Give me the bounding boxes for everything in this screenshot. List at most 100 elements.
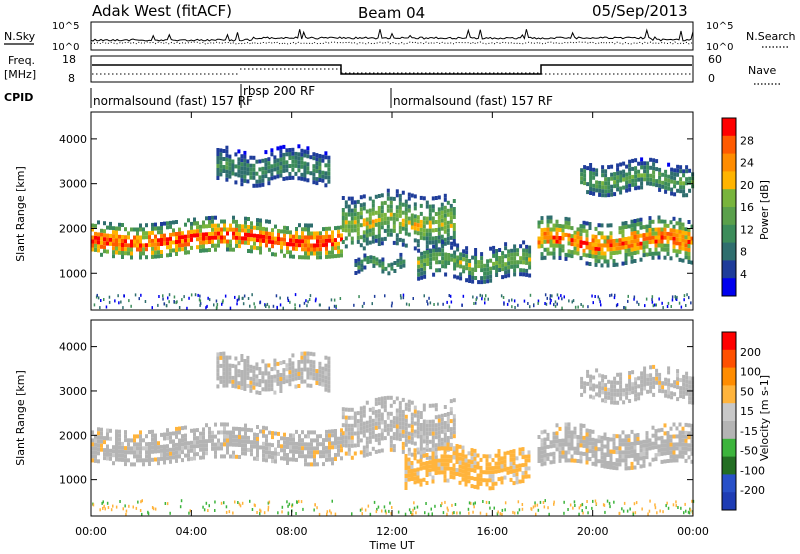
heatmap-cell	[624, 446, 628, 451]
heatmap-cell	[97, 443, 100, 448]
heatmap-cell	[452, 451, 456, 456]
heatmap-cell	[642, 225, 646, 230]
heatmap-cell	[256, 449, 259, 453]
heatmap-cell	[217, 430, 220, 435]
heatmap-cell	[443, 450, 447, 455]
heatmap-cell	[621, 458, 625, 463]
heatmap-cell	[225, 510, 228, 514]
heatmap-cell	[612, 247, 616, 251]
heatmap-cell	[250, 249, 253, 254]
heatmap-cell	[404, 203, 408, 208]
heatmap-cell	[364, 508, 367, 512]
heatmap-cell	[636, 250, 640, 255]
heatmap-cell	[359, 508, 362, 512]
heatmap-cell	[229, 239, 232, 244]
heatmap-cell	[684, 235, 688, 240]
heatmap-cell	[350, 443, 354, 448]
heatmap-cell	[423, 262, 427, 267]
heatmap-cell	[241, 447, 244, 452]
heatmap-cell	[196, 436, 199, 441]
heatmap-cell	[425, 431, 429, 436]
heatmap-cell	[555, 239, 559, 244]
heatmap-cell	[301, 438, 304, 443]
heatmap-cell	[672, 228, 676, 233]
heatmap-cell	[292, 445, 295, 450]
heatmap-cell	[657, 428, 661, 433]
heatmap-cell	[687, 447, 691, 452]
heatmap-cell	[350, 415, 354, 420]
heatmap-cell	[371, 223, 375, 228]
heatmap-cell	[639, 257, 643, 262]
heatmap-cell	[636, 457, 640, 461]
heatmap-cell	[359, 195, 363, 200]
heatmap-cell	[334, 226, 337, 231]
heatmap-cell	[118, 453, 121, 458]
heatmap-cell	[601, 193, 605, 198]
heatmap-cell	[515, 456, 519, 461]
heatmap-cell	[544, 302, 546, 305]
heatmap-cell	[621, 241, 625, 246]
heatmap-cell	[301, 231, 304, 236]
heatmap-cell	[374, 425, 378, 430]
heatmap-cell	[307, 454, 310, 459]
heatmap-cell	[413, 421, 417, 426]
heatmap-cell	[347, 224, 351, 229]
heatmap-cell	[199, 443, 202, 448]
heatmap-cell	[389, 427, 393, 432]
heatmap-cell	[540, 438, 544, 443]
heatmap-cell	[646, 169, 650, 174]
heatmap-cell	[249, 163, 253, 168]
heatmap-cell	[585, 261, 589, 266]
heatmap-cell	[465, 258, 469, 263]
heatmap-cell	[259, 238, 262, 243]
heatmap-cell	[268, 235, 271, 240]
heatmap-cell	[145, 446, 148, 451]
heatmap-cell	[169, 224, 172, 229]
colorbar-swatch	[722, 171, 736, 190]
heatmap-cell	[312, 376, 316, 381]
heatmap-cell	[588, 262, 592, 266]
heatmap-cell	[639, 464, 643, 469]
heatmap-cell	[645, 435, 649, 440]
heatmap-cell	[324, 163, 328, 168]
heatmap-cell	[594, 442, 598, 447]
heatmap-cell	[250, 444, 253, 449]
heatmap-cell	[319, 231, 322, 236]
heatmap-cell	[407, 423, 411, 428]
heatmap-cell	[297, 384, 301, 388]
heatmap-cell	[452, 467, 456, 472]
heatmap-cell	[687, 236, 691, 240]
heatmap-cell	[175, 426, 178, 431]
heatmap-cell	[690, 435, 694, 440]
heatmap-cell	[267, 181, 271, 186]
heatmap-cell	[519, 272, 523, 277]
heatmap-cell	[125, 509, 128, 513]
heatmap-cell	[682, 374, 686, 379]
heatmap-cell	[303, 169, 307, 174]
heatmap-cell	[610, 396, 614, 401]
heatmap-cell	[622, 161, 626, 166]
heatmap-cell	[286, 250, 289, 255]
heatmap-cell	[264, 304, 267, 307]
heatmap-cell	[429, 257, 433, 262]
heatmap-cell	[243, 359, 247, 363]
heatmap-cell	[413, 222, 417, 227]
heatmap-cell	[139, 430, 142, 435]
heatmap-cell	[673, 180, 677, 185]
heatmap-cell	[321, 378, 325, 383]
heatmap-cell	[631, 382, 635, 387]
heatmap-cell	[365, 229, 369, 234]
heatmap-cell	[510, 248, 514, 253]
heatmap-cell	[607, 379, 611, 384]
heatmap-cell	[178, 227, 181, 232]
heatmap-cell	[365, 444, 369, 449]
heatmap-cell	[255, 390, 259, 395]
heatmap-cell	[124, 251, 127, 256]
heatmap-cell	[328, 429, 331, 434]
heatmap-cell	[681, 226, 685, 231]
heatmap-cell	[109, 233, 112, 238]
heatmap-cell	[163, 444, 166, 449]
heatmap-cell	[425, 469, 429, 473]
heatmap-cell	[187, 449, 190, 454]
heatmap-cell	[658, 167, 662, 172]
